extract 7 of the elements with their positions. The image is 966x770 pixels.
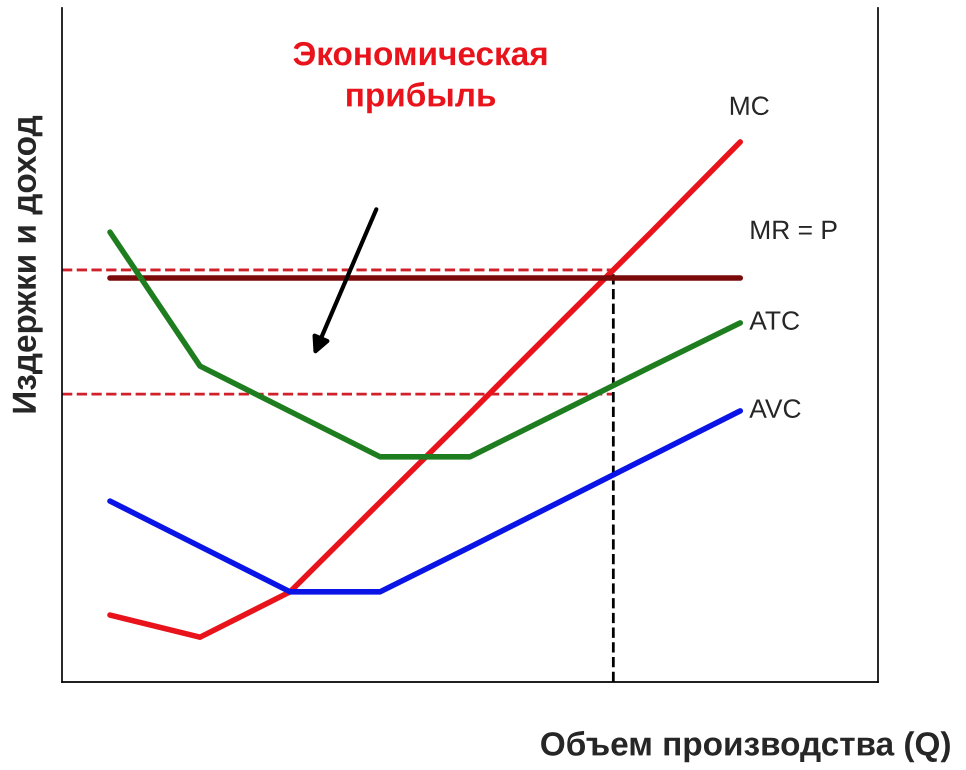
x-axis-title: Объем производства (Q) (541, 730, 950, 762)
y-axis-title: Издержки и доход (12, 116, 43, 412)
series-label: ATC (749, 311, 800, 330)
series-label: AVC (749, 399, 801, 418)
series-label: MR = P (751, 220, 837, 239)
series-label: MC (730, 96, 769, 116)
text: Экономическая прибыль (293, 42, 546, 114)
